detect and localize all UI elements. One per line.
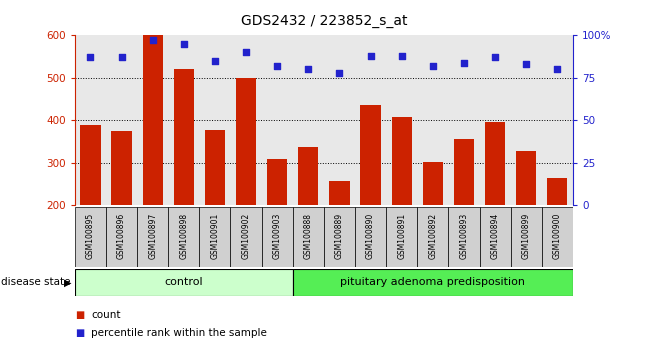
Text: GSM100896: GSM100896 [117,213,126,259]
Bar [355,207,386,267]
Text: GSM100899: GSM100899 [521,213,531,259]
Bar [75,207,106,267]
Bar [143,35,163,290]
Point [85,55,96,60]
Point [396,53,407,59]
Bar [267,159,287,290]
Bar [199,207,230,267]
Text: count: count [91,310,120,320]
Point [365,53,376,59]
Text: GSM100894: GSM100894 [491,213,499,259]
Bar [454,139,474,290]
Bar [298,147,318,290]
Text: control: control [165,277,203,287]
Bar [230,207,262,267]
Bar [485,122,505,290]
Bar [386,207,417,267]
Text: GSM100891: GSM100891 [397,213,406,259]
Text: GDS2432 / 223852_s_at: GDS2432 / 223852_s_at [241,14,407,28]
Bar [293,269,573,296]
Point [178,41,189,47]
Text: GSM100888: GSM100888 [304,213,313,259]
Point [272,63,283,69]
Text: GSM100893: GSM100893 [460,213,469,259]
Bar [417,207,449,267]
Point [490,55,500,60]
Text: GSM100892: GSM100892 [428,213,437,259]
Point [334,70,344,76]
Bar [480,207,510,267]
Text: GSM100903: GSM100903 [273,213,282,259]
Bar [391,117,412,290]
Point [241,50,251,55]
Bar [324,207,355,267]
Point [117,55,127,60]
Text: disease state: disease state [1,277,70,287]
Bar [174,69,194,290]
Bar [80,125,100,290]
Bar [293,207,324,267]
Point [521,62,531,67]
Bar [111,131,132,290]
Text: percentile rank within the sample: percentile rank within the sample [91,328,267,338]
Text: ■: ■ [75,328,84,338]
Bar [516,152,536,290]
Point [459,60,469,65]
Point [303,67,314,72]
Text: ■: ■ [75,310,84,320]
Bar [137,207,168,267]
Text: ▶: ▶ [64,277,72,287]
Bar [547,178,568,290]
Bar [361,105,381,290]
Bar [329,181,350,290]
Bar [510,207,542,267]
Bar [75,269,293,296]
Bar [422,161,443,290]
Text: GSM100897: GSM100897 [148,213,157,259]
Bar [205,130,225,290]
Bar [168,207,199,267]
Point [148,38,158,43]
Point [428,63,438,69]
Text: GSM100898: GSM100898 [179,213,188,259]
Text: GSM100902: GSM100902 [242,213,251,259]
Text: pituitary adenoma predisposition: pituitary adenoma predisposition [340,277,525,287]
Bar [236,78,256,290]
Bar [449,207,480,267]
Bar [542,207,573,267]
Text: GSM100889: GSM100889 [335,213,344,259]
Text: GSM100900: GSM100900 [553,213,562,259]
Text: GSM100901: GSM100901 [210,213,219,259]
Text: GSM100890: GSM100890 [366,213,375,259]
Point [210,58,220,64]
Point [552,67,562,72]
Bar [262,207,293,267]
Bar [106,207,137,267]
Text: GSM100895: GSM100895 [86,213,95,259]
